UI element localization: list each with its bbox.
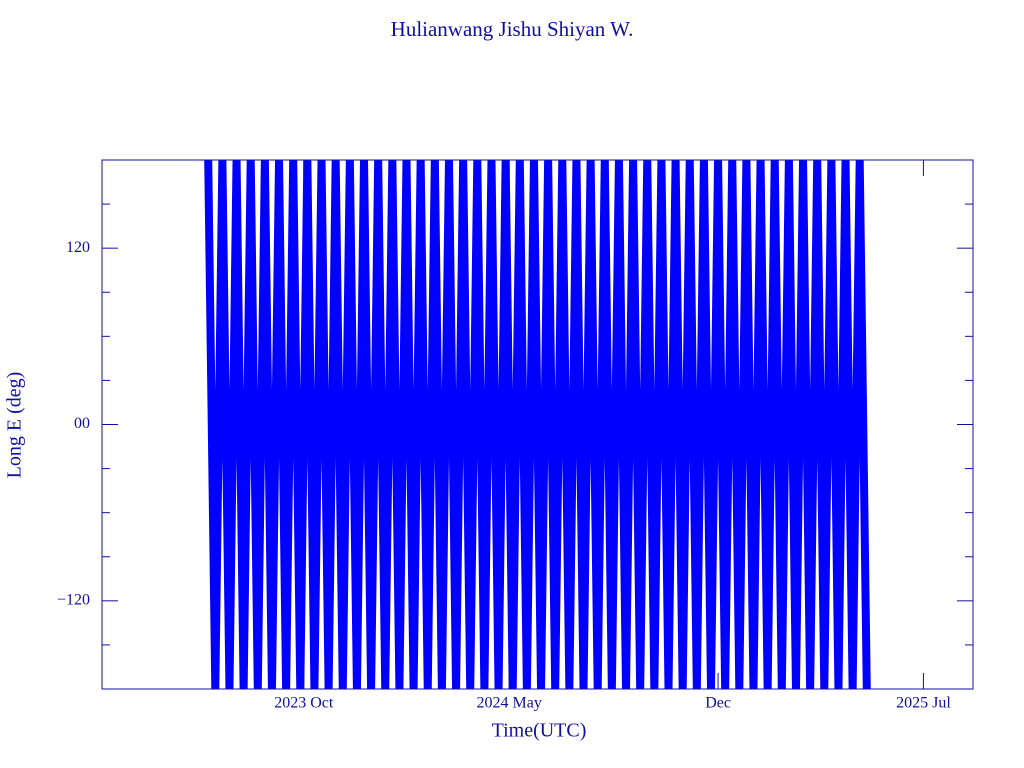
chart-title: Hulianwang Jishu Shiyan W. [391, 17, 634, 41]
data-line [204, 160, 871, 689]
y-axis-label: Long E (deg) [4, 372, 26, 479]
y-tick-label: 120 [66, 239, 90, 256]
y-tick-label: −120 [57, 592, 90, 609]
x-tick-label: 2024 May [477, 695, 542, 712]
x-tick-label: 2025 Jul [896, 695, 951, 712]
plot-area [204, 160, 871, 689]
x-axis-label: Time(UTC) [492, 720, 587, 742]
x-tick-label: Dec [705, 695, 731, 712]
y-tick-label: 00 [74, 415, 90, 432]
x-tick-label: 2023 Oct [274, 695, 334, 712]
